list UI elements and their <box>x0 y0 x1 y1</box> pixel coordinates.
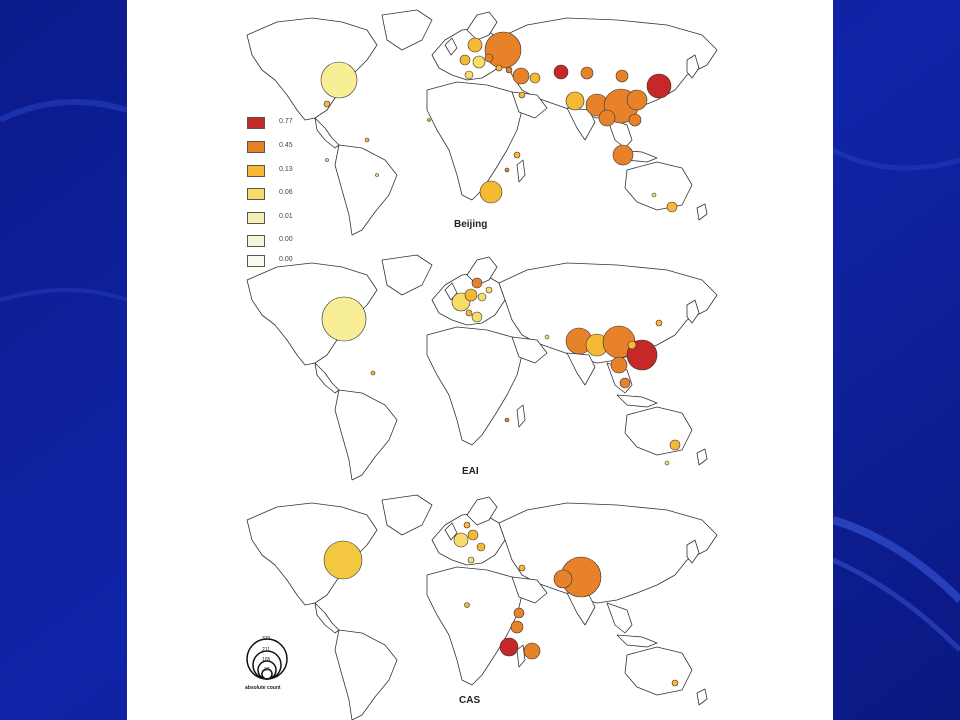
data-bubble <box>323 100 331 108</box>
data-bubble <box>467 37 483 53</box>
legend-row: 0.77 <box>247 117 307 130</box>
data-bubble <box>626 89 648 111</box>
legend-label: 0.06 <box>279 189 293 196</box>
data-bubble <box>553 569 573 589</box>
data-bubble <box>664 460 670 466</box>
data-bubble <box>646 73 672 99</box>
data-bubble <box>518 91 526 99</box>
data-bubble <box>320 61 358 99</box>
data-bubble <box>513 607 525 619</box>
size-legend-value: 370 <box>262 636 271 642</box>
data-bubble <box>484 31 522 69</box>
data-bubble <box>504 167 510 173</box>
size-legend-rings <box>246 638 288 680</box>
data-bubble <box>513 151 521 159</box>
data-bubble <box>459 54 471 66</box>
map-panel-cas: CAS <box>127 485 833 720</box>
data-bubble <box>512 67 530 85</box>
data-bubble <box>669 439 681 451</box>
legend-swatch <box>247 117 265 129</box>
data-bubble <box>370 370 376 376</box>
data-bubble <box>467 556 475 564</box>
size-legend-value: 37 <box>264 667 270 673</box>
data-bubble <box>471 311 483 323</box>
world-map <box>246 9 718 236</box>
data-bubble <box>364 137 370 143</box>
figure-slide: 0.77 0.45 0.13 0.06 0.01 0.00 0.00 <box>127 0 833 720</box>
map-panel-beijing: Beijing <box>127 0 833 240</box>
legend-swatch <box>247 188 265 200</box>
data-bubble <box>628 113 642 127</box>
data-bubble <box>321 296 367 342</box>
data-bubble <box>610 356 628 374</box>
size-legend-caption: absolute count <box>245 685 281 691</box>
data-bubble <box>323 540 363 580</box>
legend-row: 0.00 <box>247 235 307 248</box>
data-bubble <box>476 542 486 552</box>
legend-swatch <box>247 212 265 224</box>
data-bubble <box>612 144 634 166</box>
data-bubble <box>375 173 379 177</box>
data-bubble <box>627 340 637 350</box>
data-bubble <box>464 288 478 302</box>
legend-row: 0.01 <box>247 212 307 225</box>
data-bubble <box>565 91 585 111</box>
legend-row: 0.13 <box>247 165 307 178</box>
data-bubble <box>544 334 550 340</box>
data-bubble <box>465 309 473 317</box>
data-bubble <box>671 679 679 687</box>
legend-label: 0.13 <box>279 166 293 173</box>
data-bubble <box>499 637 519 657</box>
data-bubble <box>471 277 483 289</box>
legend-row: 0.00 <box>247 255 307 268</box>
data-bubble <box>472 55 486 69</box>
data-bubble <box>651 192 657 198</box>
data-bubble <box>598 109 616 127</box>
data-bubble <box>518 564 526 572</box>
data-bubble <box>463 521 471 529</box>
legend-swatch <box>247 141 265 153</box>
data-bubble <box>427 118 431 122</box>
map-title: Beijing <box>454 219 488 230</box>
legend-swatch <box>247 235 265 247</box>
data-bubble <box>325 158 329 162</box>
legend-swatch <box>247 255 265 267</box>
legend-label: 0.00 <box>279 236 293 243</box>
size-legend: 370 211 105 37 absolute count <box>245 632 301 692</box>
legend-row: 0.06 <box>247 188 307 201</box>
data-bubble <box>505 66 513 74</box>
legend-label: 0.01 <box>279 213 293 220</box>
data-bubble <box>615 69 629 83</box>
data-bubble <box>464 70 474 80</box>
data-bubble <box>464 602 470 608</box>
size-legend-value: 105 <box>262 657 271 663</box>
data-bubble <box>467 529 479 541</box>
data-bubble <box>666 201 678 213</box>
data-bubble <box>504 417 510 423</box>
legend-label: 0.00 <box>279 256 293 263</box>
data-bubble <box>479 180 503 204</box>
map-title: EAI <box>462 466 479 477</box>
data-bubble <box>529 72 541 84</box>
data-bubble <box>485 286 493 294</box>
data-bubble <box>484 53 494 63</box>
data-bubble <box>495 64 503 72</box>
size-legend-value: 211 <box>262 647 270 653</box>
world-map <box>246 254 718 481</box>
world-map <box>246 494 718 720</box>
legend-swatch <box>247 165 265 177</box>
data-bubble <box>453 532 469 548</box>
data-bubble <box>477 292 487 302</box>
map-title: CAS <box>459 695 481 706</box>
legend-label: 0.45 <box>279 142 293 149</box>
data-bubble <box>619 377 631 389</box>
legend-row: 0.45 <box>247 141 307 154</box>
data-bubble <box>523 642 541 660</box>
legend-label: 0.77 <box>279 118 293 125</box>
map-panel-eai: EAI <box>127 245 833 485</box>
data-bubble <box>510 620 524 634</box>
data-bubble <box>580 66 594 80</box>
data-bubble <box>655 319 663 327</box>
data-bubble <box>553 64 569 80</box>
